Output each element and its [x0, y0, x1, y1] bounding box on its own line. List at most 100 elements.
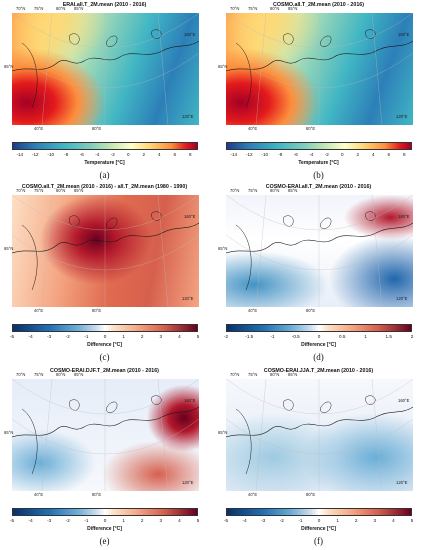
map-panel: COSMO.all.T_2M.mean (2010 - 2016) 70°N 75°… — [218, 2, 419, 180]
longitude-label: 160°E — [398, 398, 410, 403]
colorbar-tick-label: -5 — [9, 518, 15, 523]
panel-title: COSMO-ERAI.all.T_2M.mean (2010 - 2016) — [265, 184, 372, 190]
colorbar-tick-label: 0 — [126, 152, 130, 157]
longitude-label: 120°E — [396, 296, 408, 301]
colorbar-tick-label: -4 — [95, 152, 100, 157]
colorbar-tick-label: -4 — [309, 152, 314, 157]
colorbar-tick-label: -2 — [110, 152, 115, 157]
colorbar-tick-label: -1.5 — [245, 334, 254, 339]
colorbar-tick-label: 1.5 — [385, 334, 392, 339]
colorbar-tick-label: -1 — [84, 334, 89, 339]
colorbar-tick-label: -2 — [65, 334, 70, 339]
latitude-label: 70°N — [16, 372, 26, 377]
colorbar-tick-label: 5 — [196, 518, 200, 523]
latitude-label: 80°N — [56, 188, 66, 193]
colorbar-label: Difference [°C] — [87, 342, 122, 348]
colorbar-tick-label: 1 — [336, 518, 339, 523]
colorbar-tick-label: 2 — [140, 334, 144, 339]
colorbar-tick-label: 4 — [178, 334, 181, 339]
colorbar-ticks: -5 -4 -3 -2 -1 0 1 2 3 4 5 — [9, 518, 200, 524]
colorbar-tick-label: 3 — [373, 518, 377, 523]
colorbar-ticks: -14 -12 -10 -8 -6 -4 -2 0 2 4 6 8 — [12, 152, 198, 158]
latitude-label: 85°N — [288, 372, 298, 377]
latitude-label: 65°N — [4, 64, 14, 69]
colorbar — [12, 508, 198, 516]
colorbar-label: Temperature [°C] — [84, 160, 125, 166]
panel-letter: (a) — [99, 170, 110, 180]
latitude-label: 65°N — [218, 430, 228, 435]
map-panel: COSMO-ERAI.DJF.T_2M.mean (2010 - 2016) 70… — [4, 368, 205, 546]
panel-letter: (b) — [313, 170, 324, 180]
longitude-label: 120°E — [182, 296, 194, 301]
latitude-label: 65°N — [4, 246, 14, 251]
panel-title: COSMO-ERAI.DJF.T_2M.mean (2010 - 2016) — [50, 368, 159, 374]
colorbar-ticks: -5 -4 -3 -2 -1 0 1 2 3 4 5 — [9, 334, 199, 340]
latitude-label: 80°N — [56, 372, 66, 377]
latitude-label: 70°N — [230, 372, 240, 377]
colorbar-tick-label: 8 — [188, 152, 192, 157]
latitude-label: 70°N — [230, 6, 240, 11]
colorbar-tick-label: 3 — [159, 518, 163, 523]
colorbar — [226, 142, 412, 150]
colorbar-tick-label: 8 — [402, 152, 406, 157]
latitude-label: 80°N — [270, 6, 280, 11]
colorbar-tick-label: 4 — [371, 152, 375, 157]
colorbar-tick-label: -2 — [324, 152, 329, 157]
longitude-label: 80°E — [92, 126, 102, 131]
longitude-label: 160°E — [398, 214, 410, 219]
colorbar-tick-label: -1 — [270, 334, 275, 339]
colorbar-tick-label: -3 — [261, 518, 266, 523]
latitude-label: 85°N — [288, 6, 298, 11]
colorbar-tick-label: -10 — [261, 152, 269, 157]
latitude-label: 70°N — [16, 188, 26, 193]
colorbar-tick-label: 1 — [122, 334, 125, 339]
colorbar-tick-label: -2 — [65, 518, 70, 523]
colorbar-tick-label: 6 — [387, 152, 391, 157]
colorbar-tick-label: -2 — [223, 334, 229, 339]
latitude-label: 85°N — [74, 188, 84, 193]
latitude-label: 75°N — [248, 6, 258, 11]
longitude-label: 160°E — [398, 32, 410, 37]
longitude-label: 40°E — [248, 126, 258, 131]
map-panel: ERAI.all.T_2M.mean (2010 - 2016) 70°N 75°N… — [4, 2, 205, 180]
colorbar-tick-label: -5 — [9, 334, 15, 339]
colorbar-label: Difference [°C] — [87, 526, 122, 532]
latitude-label: 75°N — [248, 372, 258, 377]
colorbar-tick-label: 2 — [140, 518, 144, 523]
colorbar-tick-label: 1 — [364, 334, 367, 339]
latitude-label: 80°N — [56, 6, 66, 11]
colorbar — [226, 508, 412, 516]
colorbar-tick-label: -5 — [223, 518, 229, 523]
longitude-label: 80°E — [306, 126, 316, 131]
colorbar-tick-label: 0 — [317, 518, 321, 523]
colorbar-tick-label: -2 — [279, 518, 284, 523]
colorbar-tick-label: -4 — [28, 334, 33, 339]
longitude-label: 160°E — [184, 32, 196, 37]
map-panel: COSMO-ERAI.JJA.T_2M.mean (2010 - 2016) 70… — [218, 368, 419, 546]
longitude-label: 120°E — [396, 114, 408, 119]
colorbar-tick-label: 2 — [142, 152, 146, 157]
map-field — [226, 13, 413, 125]
colorbar-tick-label: 0 — [317, 334, 321, 339]
panel-title: ERAI.all.T_2M.mean (2010 - 2016) — [62, 2, 147, 8]
latitude-label: 75°N — [34, 372, 44, 377]
longitude-label: 40°E — [248, 492, 258, 497]
colorbar-tick-label: -10 — [47, 152, 55, 157]
colorbar-tick-label: 4 — [178, 518, 181, 523]
latitude-label: 85°N — [288, 188, 298, 193]
latitude-label: 70°N — [16, 6, 26, 11]
colorbar-tick-label: 5 — [410, 518, 414, 523]
colorbar-tick-label: -3 — [47, 518, 52, 523]
colorbar-tick-label: -1 — [84, 518, 89, 523]
colorbar-tick-label: -0.5 — [291, 334, 300, 339]
panel-letter: (e) — [99, 536, 110, 546]
colorbar-tick-label: -8 — [64, 152, 69, 157]
colorbar-tick-label: -1 — [298, 518, 303, 523]
longitude-label: 120°E — [182, 480, 194, 485]
map-panel: COSMO.all.T_2M.mean (2010 - 2016) - all.… — [4, 184, 205, 362]
colorbar-tick-label: 2 — [354, 518, 358, 523]
longitude-label: 120°E — [396, 480, 408, 485]
colorbar-ticks: -2 -1.5 -1 -0.5 0 0.5 1 1.5 2 — [223, 334, 413, 340]
longitude-label: 40°E — [34, 126, 44, 131]
longitude-label: 40°E — [248, 308, 258, 313]
